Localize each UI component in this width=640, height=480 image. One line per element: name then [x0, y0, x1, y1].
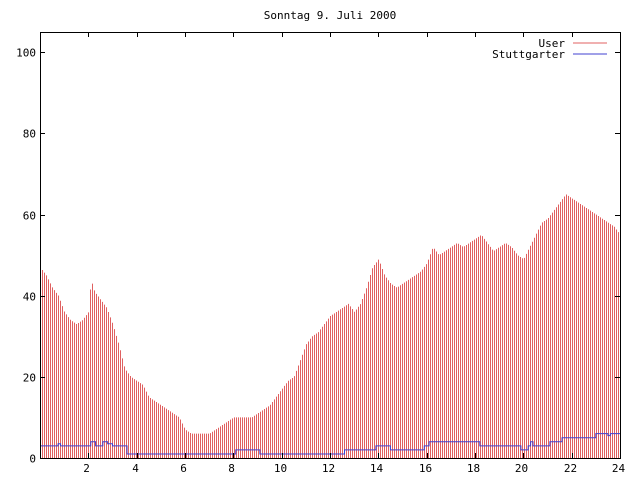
x-tick-label: 16	[419, 462, 432, 475]
y-tick-label: 0	[29, 453, 36, 466]
chart-title: Sonntag 9. Juli 2000	[264, 9, 396, 22]
x-tick-label: 12	[322, 462, 335, 475]
legend-label: Stuttgarter	[492, 48, 565, 61]
plot-marks	[40, 194, 621, 458]
series-stuttgarter-line	[40, 433, 620, 455]
x-tick-label: 4	[132, 462, 139, 475]
x-tick-label: 20	[515, 462, 528, 475]
y-tick-label: 80	[23, 128, 36, 141]
y-tick-label: 100	[16, 47, 36, 60]
x-tick-label: 24	[612, 462, 626, 475]
x-tick-label: 2	[83, 462, 90, 475]
y-tick-label: 20	[23, 372, 36, 385]
x-tick-label: 18	[467, 462, 480, 475]
x-tick-label: 14	[370, 462, 384, 475]
x-tick-label: 6	[180, 462, 187, 475]
x-tick-label: 8	[228, 462, 235, 475]
x-tick-label: 10	[274, 462, 287, 475]
legend-label: User	[539, 37, 566, 50]
y-tick-label: 60	[23, 210, 36, 223]
y-tick-label: 40	[23, 291, 36, 304]
series-user	[40, 194, 621, 458]
x-tick-label: 22	[564, 462, 577, 475]
